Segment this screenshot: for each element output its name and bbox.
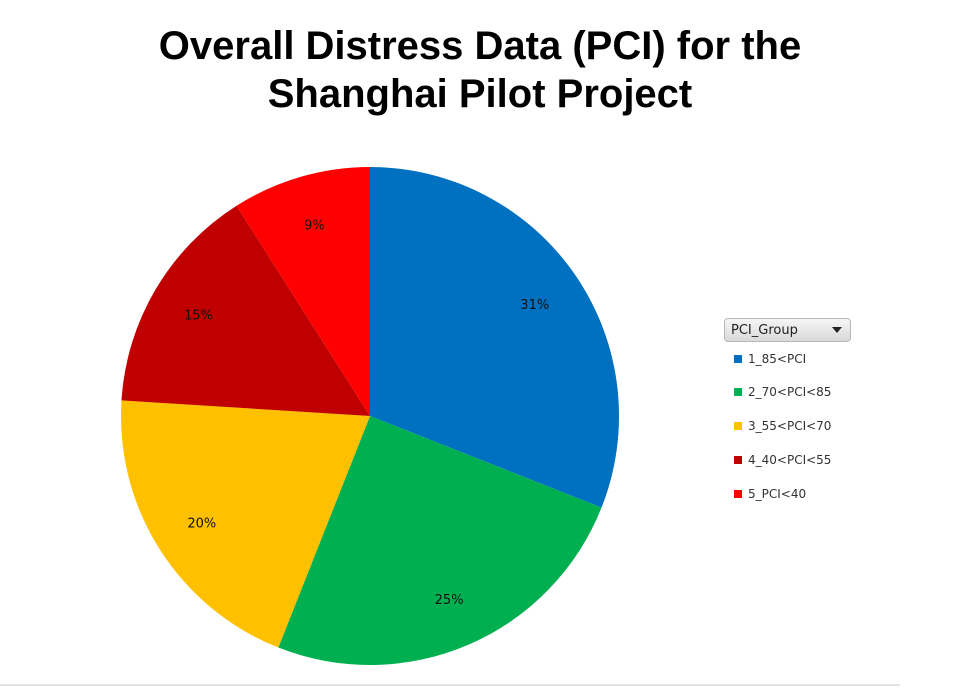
legend-item-5[interactable]: 5_PCI<40	[734, 482, 864, 505]
legend-swatch-1	[734, 355, 742, 363]
legend-label-1: 1_85<PCI	[748, 352, 807, 366]
pie-slices	[121, 167, 619, 665]
chart-title-line-1: Overall Distress Data (PCI) for the	[158, 24, 802, 68]
chevron-down-icon[interactable]	[832, 327, 842, 333]
chart-title: Overall Distress Data (PCI) for the Shan…	[0, 22, 960, 118]
legend-item-1[interactable]: 1_85<PCI	[734, 350, 864, 368]
pie-slice-5[interactable]	[236, 167, 370, 416]
pie-slice-labels: 31% 25% 20% 15% 9%	[184, 219, 549, 608]
legend-filter-dropdown[interactable]: PCI_Group	[724, 318, 851, 342]
legend-label-4: 4_40<PCI<55	[748, 452, 832, 467]
legend-item-4[interactable]: 4_40<PCI<55	[734, 448, 864, 471]
legend-swatch-5	[734, 489, 742, 498]
pie-slice-label-1: 31%	[520, 298, 549, 313]
pie-slice-3[interactable]	[121, 400, 370, 648]
legend-label-5: 5_PCI<40	[748, 486, 807, 501]
legend-swatch-3	[734, 421, 742, 430]
legend-items: 1_85<PCI 2_70<PCI<85 3_55<PCI<70 4_40<PCI<5…	[724, 350, 864, 505]
pie-slice-4[interactable]	[121, 205, 370, 416]
pie-slice-label-3: 20%	[187, 517, 216, 532]
pie-slice-1[interactable]	[370, 167, 619, 508]
legend-title: PCI_Group	[731, 322, 798, 338]
pie-slice-2[interactable]	[278, 416, 602, 665]
legend-item-3[interactable]: 3_55<PCI<70	[734, 414, 864, 437]
legend-label-2: 2_70<PCI<85	[748, 384, 832, 399]
pie-slice-label-5: 9%	[304, 219, 325, 234]
legend-swatch-2	[734, 387, 742, 396]
divider	[0, 684, 900, 686]
legend-swatch-4	[734, 455, 742, 464]
legend: PCI_Group 1_85<PCI 2_70<PCI<85 3_55<PCI<70…	[724, 318, 864, 516]
legend-label-3: 3_55<PCI<70	[748, 418, 832, 433]
pie-slice-label-4: 15%	[184, 309, 213, 324]
legend-item-2[interactable]: 2_70<PCI<85	[734, 380, 864, 403]
chart-title-line-2: Shanghai Pilot Project	[267, 72, 693, 116]
pie-slice-label-2: 25%	[435, 593, 464, 608]
